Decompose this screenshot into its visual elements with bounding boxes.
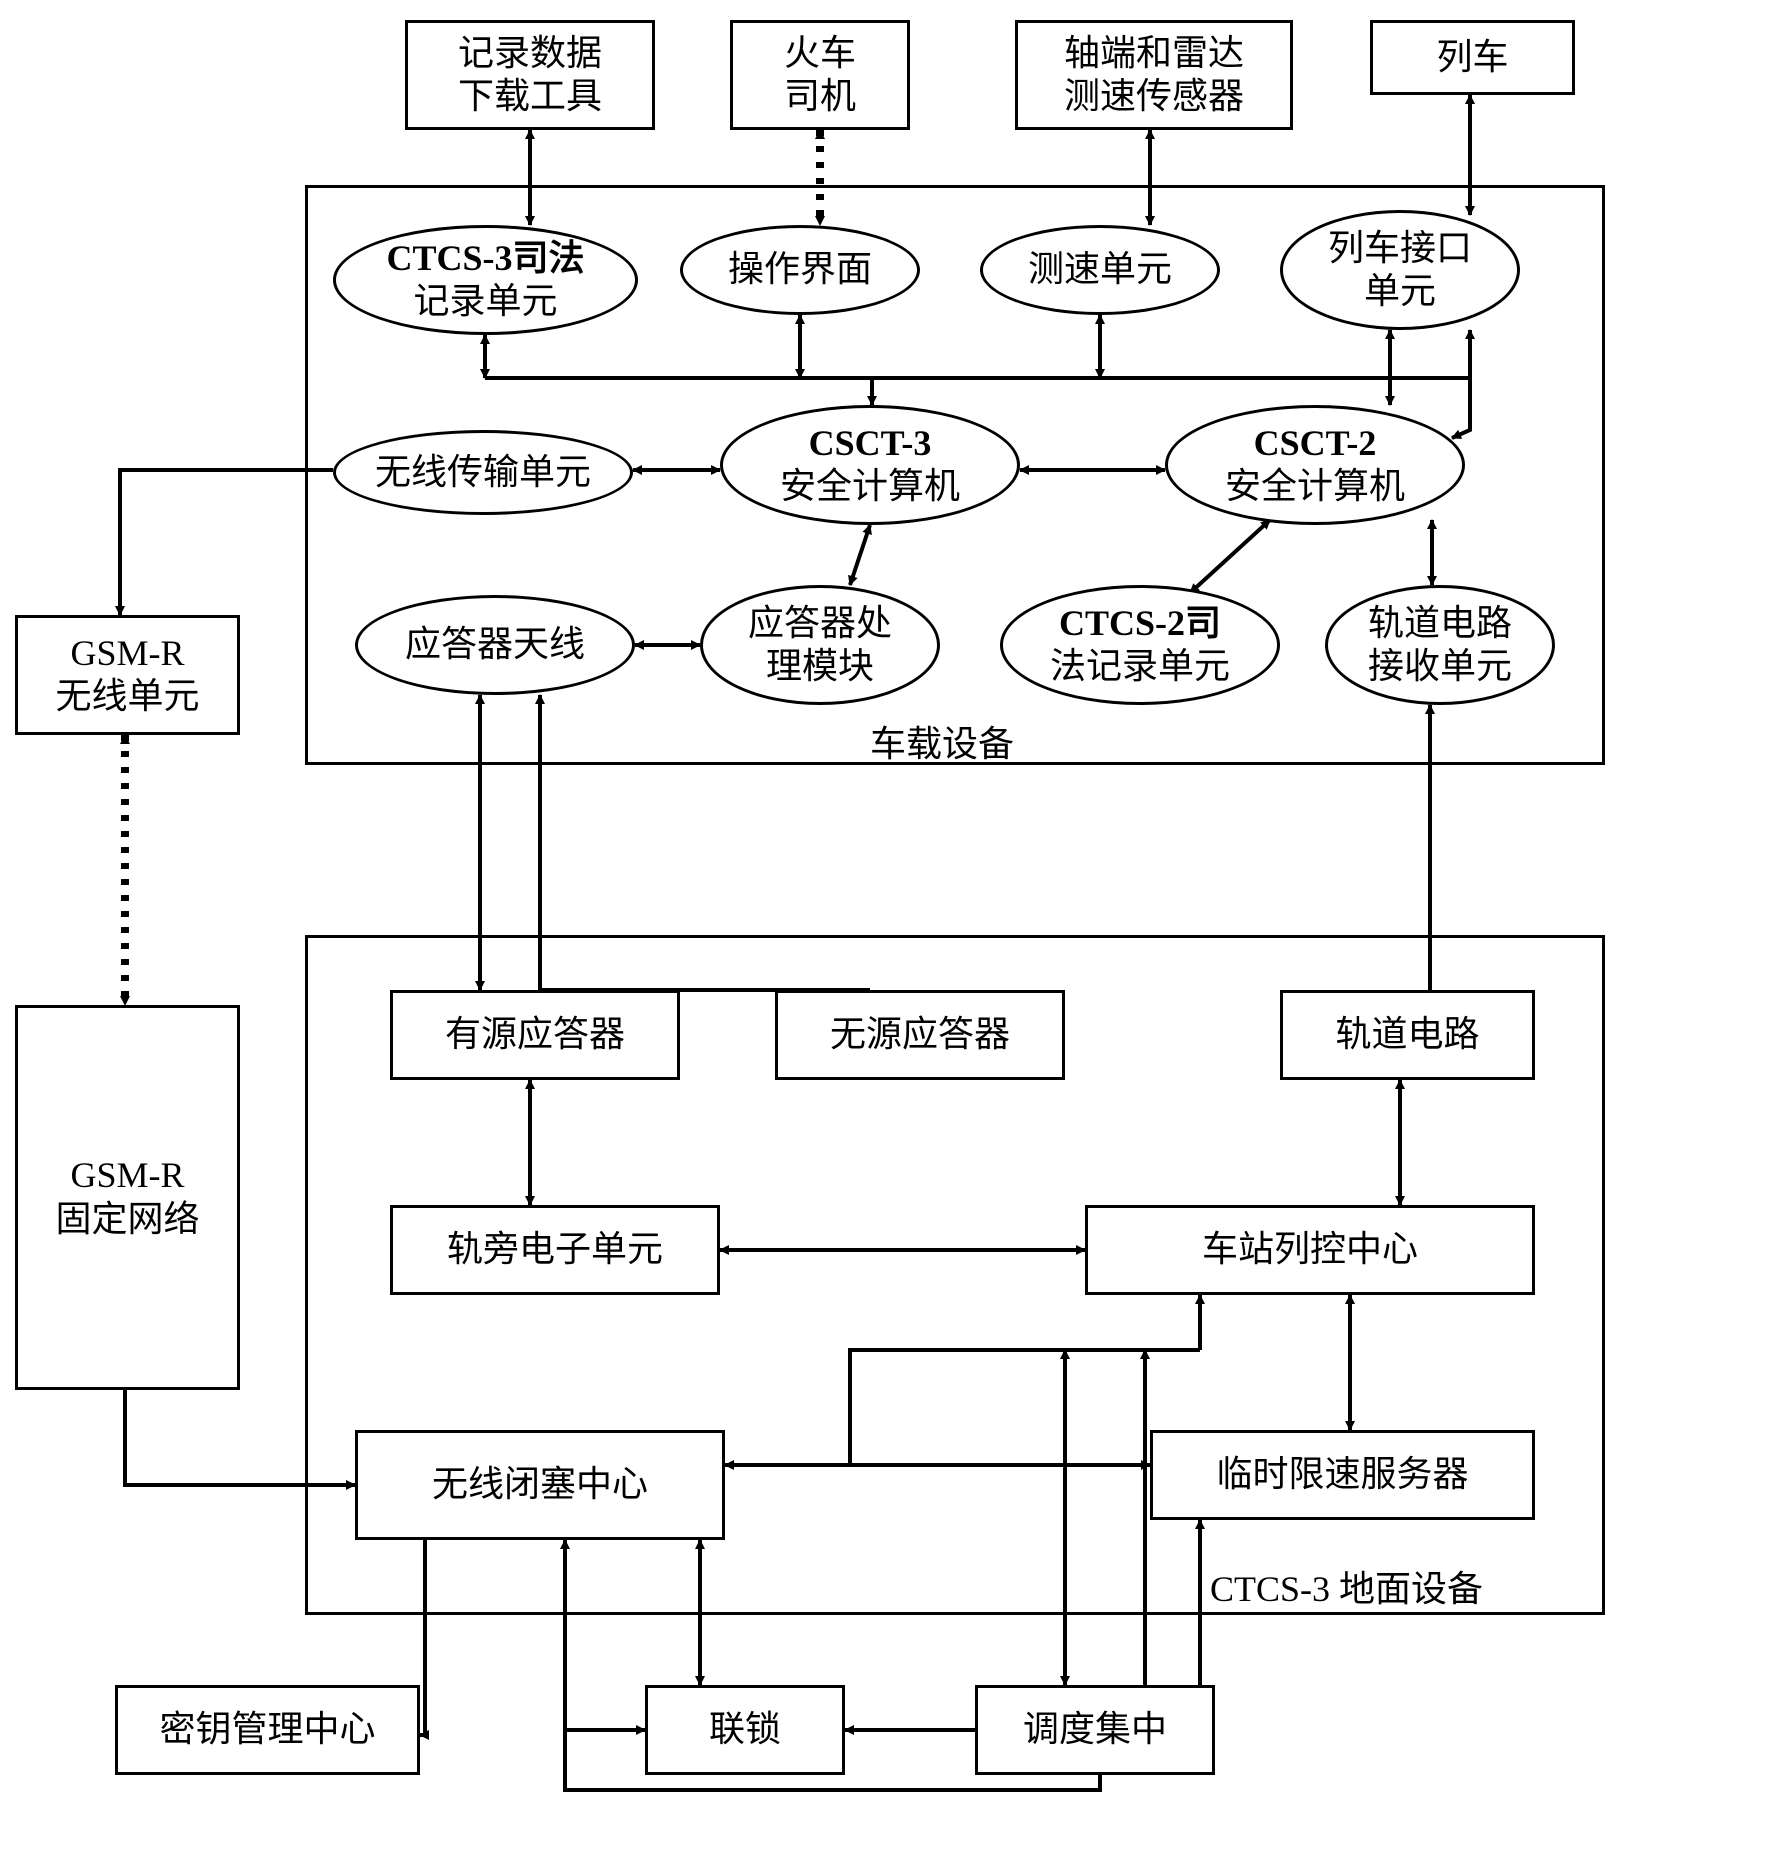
node-top3: 轴端和雷达测速传感器 (1015, 20, 1293, 130)
node-track_circuit: 轨道电路 (1280, 990, 1535, 1080)
node-e_csct3: CSCT-3安全计算机 (720, 405, 1020, 525)
node-leu: 轨旁电子单元 (390, 1205, 720, 1295)
node-e_record: CTCS-3司法记录单元 (333, 225, 638, 335)
node-e_trainif: 列车接口单元 (1280, 210, 1520, 330)
node-gsmr_fixed: GSM-R固定网络 (15, 1005, 240, 1390)
ground-label: CTCS-3 地面设备 (1210, 1560, 1483, 1612)
node-rbc: 无线闭塞中心 (355, 1430, 725, 1540)
node-interlock: 联锁 (645, 1685, 845, 1775)
node-e_csct2: CSCT-2安全计算机 (1165, 405, 1465, 525)
node-passive_balise: 无源应答器 (775, 990, 1065, 1080)
node-e_ctcs2rec: CTCS-2司法记录单元 (1000, 585, 1280, 705)
node-e_ui: 操作界面 (680, 225, 920, 315)
node-top1: 记录数据下载工具 (405, 20, 655, 130)
node-e_balise: 应答器处理模块 (700, 585, 940, 705)
node-e_track: 轨道电路接收单元 (1325, 585, 1555, 705)
onboard-label: 车载设备 (870, 715, 1014, 767)
node-tsr: 临时限速服务器 (1150, 1430, 1535, 1520)
node-top2: 火车司机 (730, 20, 910, 130)
node-ctc: 调度集中 (975, 1685, 1215, 1775)
node-e_speed: 测速单元 (980, 225, 1220, 315)
node-e_wireless: 无线传输单元 (333, 430, 633, 515)
node-kmc: 密钥管理中心 (115, 1685, 420, 1775)
node-top4: 列车 (1370, 20, 1575, 95)
node-active_balise: 有源应答器 (390, 990, 680, 1080)
node-e_antenna: 应答器天线 (355, 595, 635, 695)
node-gsmr_unit: GSM-R无线单元 (15, 615, 240, 735)
node-station_ctrl: 车站列控中心 (1085, 1205, 1535, 1295)
